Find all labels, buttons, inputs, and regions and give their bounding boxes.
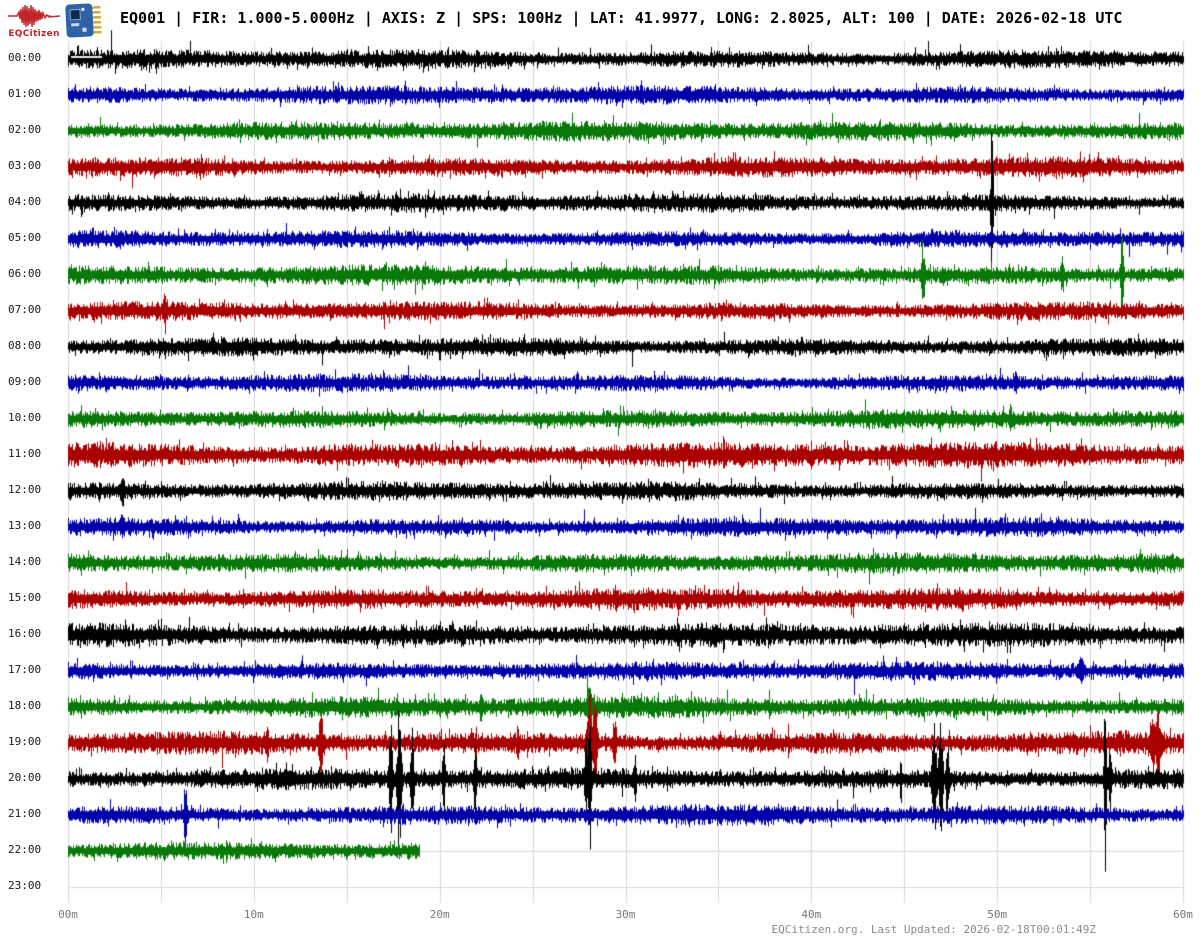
hour-label: 23:00 [8,879,42,892]
hour-label: 07:00 [8,303,42,316]
hour-label: 19:00 [8,735,42,748]
hour-label: 15:00 [8,591,42,604]
hour-label: 16:00 [8,627,42,640]
hour-label: 06:00 [8,267,42,280]
sensor-board-icon [65,3,102,38]
seismic-waveform-icon [8,4,60,28]
hour-label: 21:00 [8,807,42,820]
hour-label: 17:00 [8,663,42,676]
footer-note: EQCitizen.org. Last Updated: 2026-02-18T… [771,923,1096,936]
chip-component [69,8,81,21]
minute-tick-label: 60m [1173,908,1193,921]
minute-tick-label: 00m [58,908,78,921]
hour-label: 13:00 [8,519,42,532]
hour-label: 00:00 [8,51,42,64]
minute-tick-label: 50m [987,908,1008,921]
hour-label: 20:00 [8,771,42,784]
hour-label: 08:00 [8,339,42,352]
logo-text: EQCitizen [8,29,60,39]
hour-label: 10:00 [8,411,42,424]
minute-tick-label: 30m [615,908,636,921]
eqcitizen-logo: EQCitizen [6,3,62,39]
hour-label: 22:00 [8,843,42,856]
chip-pins [92,5,102,35]
minute-tick-label: 40m [801,908,822,921]
hour-label: 04:00 [8,195,42,208]
hour-label: 12:00 [8,483,42,496]
station-title: EQ001 | FIR: 1.000-5.000Hz | AXIS: Z | S… [120,9,1123,27]
hour-label: 11:00 [8,447,42,460]
header: EQCitizen EQ001 | FIR: 1.000-5.000Hz | A… [0,0,1200,44]
hour-label: 09:00 [8,375,42,388]
minute-tick-label: 10m [243,908,264,921]
hour-label: 05:00 [8,231,42,244]
minute-tick-label: 20m [429,908,450,921]
hour-label: 03:00 [8,159,42,172]
hour-label: 02:00 [8,123,42,136]
hour-label: 14:00 [8,555,42,568]
hour-label: 01:00 [8,87,42,100]
hour-label: 18:00 [8,699,42,712]
